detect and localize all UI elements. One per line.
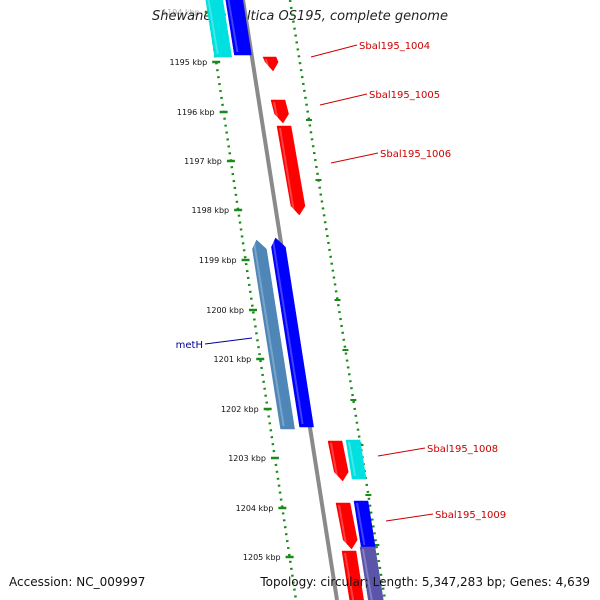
gene-feature-highlight: [207, 0, 219, 54]
gene-label-Sbal195_1009[interactable]: Sbal195_1009: [435, 510, 506, 521]
scale-tick-label: 1205 kbp: [243, 553, 281, 562]
scale-tick-label: 1195 kbp: [169, 58, 207, 67]
label-leader-line: [330, 152, 379, 164]
gene-label-Sbal195_1006[interactable]: Sbal195_1006: [380, 149, 451, 160]
gene-feature-Sbal195_1008[interactable]: [327, 440, 349, 482]
scale-tick-label: 1200 kbp: [206, 306, 244, 315]
gene-feature-highlight: [330, 443, 339, 478]
gene-feature-highlight: [227, 0, 239, 52]
label-leader-line: [377, 447, 426, 457]
label-leader-line: [319, 93, 368, 106]
genome-summary: Topology: circular; Length: 5,347,283 bp…: [260, 575, 590, 589]
scale-tick-label: 1196 kbp: [177, 108, 215, 117]
label-leader-line: [310, 44, 358, 58]
gene-feature-highlight: [253, 242, 285, 426]
gene-feature-cds-bottom-red[interactable]: [341, 550, 364, 600]
gene-label-Sbal195_1008[interactable]: Sbal195_1008: [427, 444, 498, 455]
scale-tick-label: 1204 kbp: [236, 504, 274, 513]
gene-labels[interactable]: Sbal195_1004 Sbal195_1005 Sbal195_1006 metH…: [176, 41, 506, 521]
gene-feature-highlight: [344, 553, 355, 600]
scale-tick-label: 1201 kbp: [214, 355, 252, 364]
label-leader-line: [385, 513, 434, 522]
scale-tick-label: 1197 kbp: [184, 157, 222, 166]
gene-feature-highlight: [356, 503, 366, 545]
gene-feature-Sbal195_1004[interactable]: [262, 56, 279, 72]
scale-tick-label: 1203 kbp: [228, 454, 266, 463]
gene-label-Sbal195_1004[interactable]: Sbal195_1004: [359, 41, 430, 52]
gene-feature-highlight: [273, 102, 279, 120]
gene-feature-highlight: [265, 59, 270, 68]
gene-feature-Sbal195_1009[interactable]: [335, 502, 358, 550]
gene-feature-Sbal195_1006[interactable]: [276, 125, 306, 216]
label-leader-line: [204, 337, 253, 345]
dotted-rings: [205, 0, 387, 600]
gene-label-Sbal195_1005[interactable]: Sbal195_1005: [369, 90, 440, 101]
gene-feature-metH[interactable]: [271, 237, 314, 428]
gene-label-metH[interactable]: metH: [176, 340, 203, 351]
gene-feature-highlight: [348, 442, 357, 476]
gene-features[interactable]: [205, 0, 384, 600]
gene-feature-cds-top-cyan[interactable]: [205, 0, 233, 58]
gene-feature-Sbal195_1008-cds[interactable]: [345, 439, 367, 480]
accession-text: Accession: NC_009997: [9, 575, 146, 589]
scale-tick-label: 1194 kbp: [162, 8, 200, 17]
gene-feature-cds-bottom-slate[interactable]: [359, 546, 384, 600]
scale-tick-label: 1199 kbp: [199, 256, 237, 265]
scale-tick-label: 1202 kbp: [221, 405, 259, 414]
gene-feature-highlight: [362, 549, 373, 600]
inner-dotted-ring: [205, 0, 298, 600]
scale-ticks: 1194 kbp 1195 kbp 1196 kbp 1197 kbp 1198 kbp…: [162, 8, 380, 562]
gene-feature-metH-gene[interactable]: [252, 239, 295, 430]
gene-feature-Sbal195_1005[interactable]: [270, 99, 289, 124]
gene-feature-cds-top-blue[interactable]: [225, 0, 252, 56]
gene-feature-highlight: [279, 128, 295, 212]
scale-tick-label: 1198 kbp: [191, 206, 229, 215]
label-leaders: [204, 44, 434, 522]
gene-feature-highlight: [272, 240, 304, 424]
gene-feature-highlight: [338, 505, 348, 546]
